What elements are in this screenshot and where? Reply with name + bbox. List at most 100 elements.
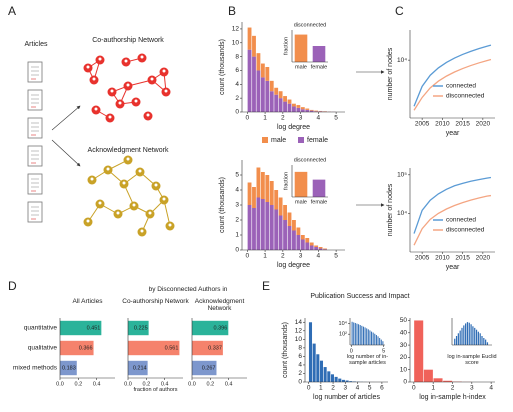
coauthor-node-head (110, 89, 114, 93)
y-tick-label: 2 (235, 95, 239, 102)
x-axis-label: year (446, 130, 460, 137)
bar (265, 202, 270, 250)
bar (269, 91, 274, 112)
x-tick-label: female (311, 64, 328, 70)
bar (323, 249, 327, 250)
bar (314, 247, 319, 250)
value-label: 0.183 (62, 365, 76, 371)
x-axis-label: log number of in-sample articles (346, 354, 389, 367)
y-tick-label: 50 (400, 317, 408, 324)
bar (265, 67, 270, 81)
bar (356, 323, 358, 345)
x-tick-label: 2 (281, 253, 285, 260)
x-tick-label: 2005 (415, 255, 430, 262)
bar (247, 27, 252, 50)
y-axis-label: number of nodes (387, 47, 394, 100)
legend-label: connected (446, 217, 476, 224)
panel-header: by Disconnected Authors in (148, 286, 228, 293)
category-label: quantitative (24, 325, 58, 332)
panel-label: E (262, 279, 270, 293)
bar (192, 340, 223, 356)
bar (274, 190, 279, 210)
x-tick-label: 2 (331, 385, 335, 392)
bar (269, 181, 274, 205)
x-tick-label: 1 (263, 115, 267, 122)
bar (260, 172, 265, 199)
x-tick-label: 0.0 (124, 381, 132, 387)
y-tick-label: 5 (235, 172, 239, 179)
value-label: 0.225 (134, 325, 148, 331)
x-tick-label: 4 (317, 115, 321, 122)
bar (372, 332, 374, 345)
bar (366, 328, 368, 345)
x-tick-label: 3 (343, 385, 347, 392)
y-tick-label: 12 (295, 328, 303, 335)
bar (463, 325, 465, 345)
x-tick-label: 1 (319, 385, 323, 392)
x-tick-label: 2010 (435, 121, 450, 128)
x-tick-label: 2020 (476, 255, 491, 262)
x-tick-label: 5 (368, 385, 372, 392)
acknowledgment-node-head (138, 169, 142, 173)
bar (481, 336, 483, 345)
coauthor-node-head (164, 89, 168, 93)
x-tick-label: 4 (356, 385, 360, 392)
y-tick-label: 6 (298, 353, 302, 360)
bar (459, 330, 461, 345)
bar (305, 238, 310, 243)
bar (362, 326, 364, 345)
bar (312, 343, 316, 382)
bar (479, 333, 481, 345)
bar (377, 336, 379, 345)
y-axis-label: count (thousands) (219, 39, 226, 95)
coauthor-node-head (150, 77, 154, 81)
bar (274, 94, 279, 112)
bar (316, 354, 320, 382)
y-tick-label: 6 (235, 67, 239, 74)
x-tick-label: 3 (470, 385, 474, 392)
x-tick-label: 0 (350, 348, 353, 354)
bar (128, 340, 180, 356)
x-tick-label: female (311, 199, 328, 205)
bar (454, 338, 456, 345)
coauthor-node-head (134, 99, 138, 103)
bar (309, 242, 314, 246)
x-tick-label: 0.2 (143, 381, 151, 387)
bar (283, 96, 287, 102)
bar (369, 330, 371, 345)
x-tick-label: 6 (380, 385, 384, 392)
bar (60, 360, 77, 376)
bar (334, 376, 338, 382)
bar (483, 337, 485, 345)
y-tick-label: 4 (298, 362, 302, 369)
y-tick-label: 3 (235, 202, 239, 209)
bar (327, 371, 331, 382)
x-tick-label: 3 (299, 115, 303, 122)
bar (252, 208, 256, 250)
bar (433, 378, 443, 382)
bar (423, 369, 433, 382)
bar (128, 360, 148, 376)
x-tick-label: 5 (334, 115, 338, 122)
x-tick-label: 5 (334, 253, 338, 260)
bar (300, 107, 305, 110)
bar (305, 108, 310, 110)
chart-title: disconnected (294, 22, 326, 28)
bar (283, 205, 287, 220)
coauthor-node-head (108, 115, 112, 119)
category-label: mixed methods (13, 365, 58, 372)
bar (60, 340, 94, 356)
value-label: 0.337 (208, 345, 222, 351)
acknowledgment-node-head (98, 201, 102, 205)
y-axis-label: fraction (283, 37, 289, 55)
x-tick-label: 2 (281, 115, 285, 122)
acknowledgment-node-head (106, 167, 110, 171)
panel-label: D (8, 279, 17, 293)
bar (486, 342, 489, 345)
value-label: 0.396 (214, 325, 228, 331)
chart-title: disconnected (294, 157, 326, 163)
bar (345, 380, 349, 382)
x-tick-label: 2015 (455, 121, 470, 128)
bar (128, 320, 149, 336)
